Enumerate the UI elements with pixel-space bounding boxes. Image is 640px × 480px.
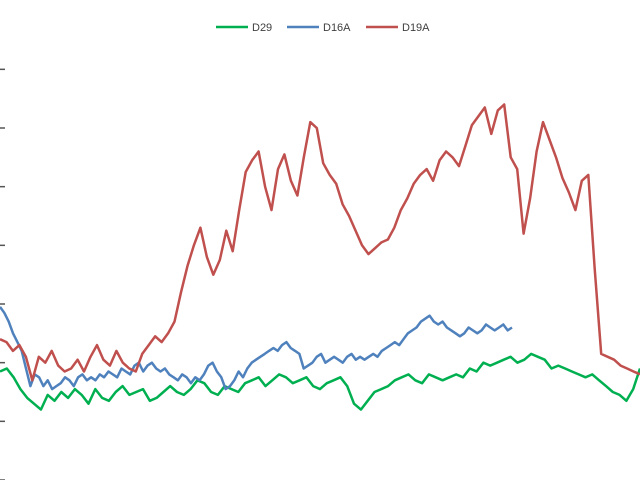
legend-item-d19a[interactable]: D19A — [366, 22, 430, 34]
legend-label-d16a: D16A — [323, 22, 351, 34]
series-line-d19a — [0, 103, 640, 382]
legend-label-d19a: D19A — [402, 22, 430, 34]
series-layer — [0, 103, 640, 411]
legend-item-d29[interactable]: D29 — [216, 22, 272, 34]
y-axis — [0, 68, 5, 480]
legend-item-d16a[interactable]: D16A — [287, 22, 351, 34]
legend: D29 D16A D19A — [216, 22, 430, 34]
legend-label-d29: D29 — [252, 22, 272, 34]
series-line-d29 — [0, 352, 640, 411]
series-line-d16a — [0, 306, 513, 391]
